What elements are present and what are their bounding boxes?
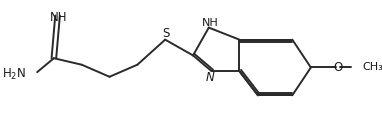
Text: N: N — [206, 71, 214, 84]
Text: $\mathsf{H_2N}$: $\mathsf{H_2N}$ — [2, 66, 26, 81]
Text: NH: NH — [50, 11, 67, 24]
Text: O: O — [333, 61, 342, 74]
Text: CH₃: CH₃ — [362, 62, 382, 72]
Text: S: S — [162, 27, 170, 40]
Text: NH: NH — [202, 18, 219, 28]
